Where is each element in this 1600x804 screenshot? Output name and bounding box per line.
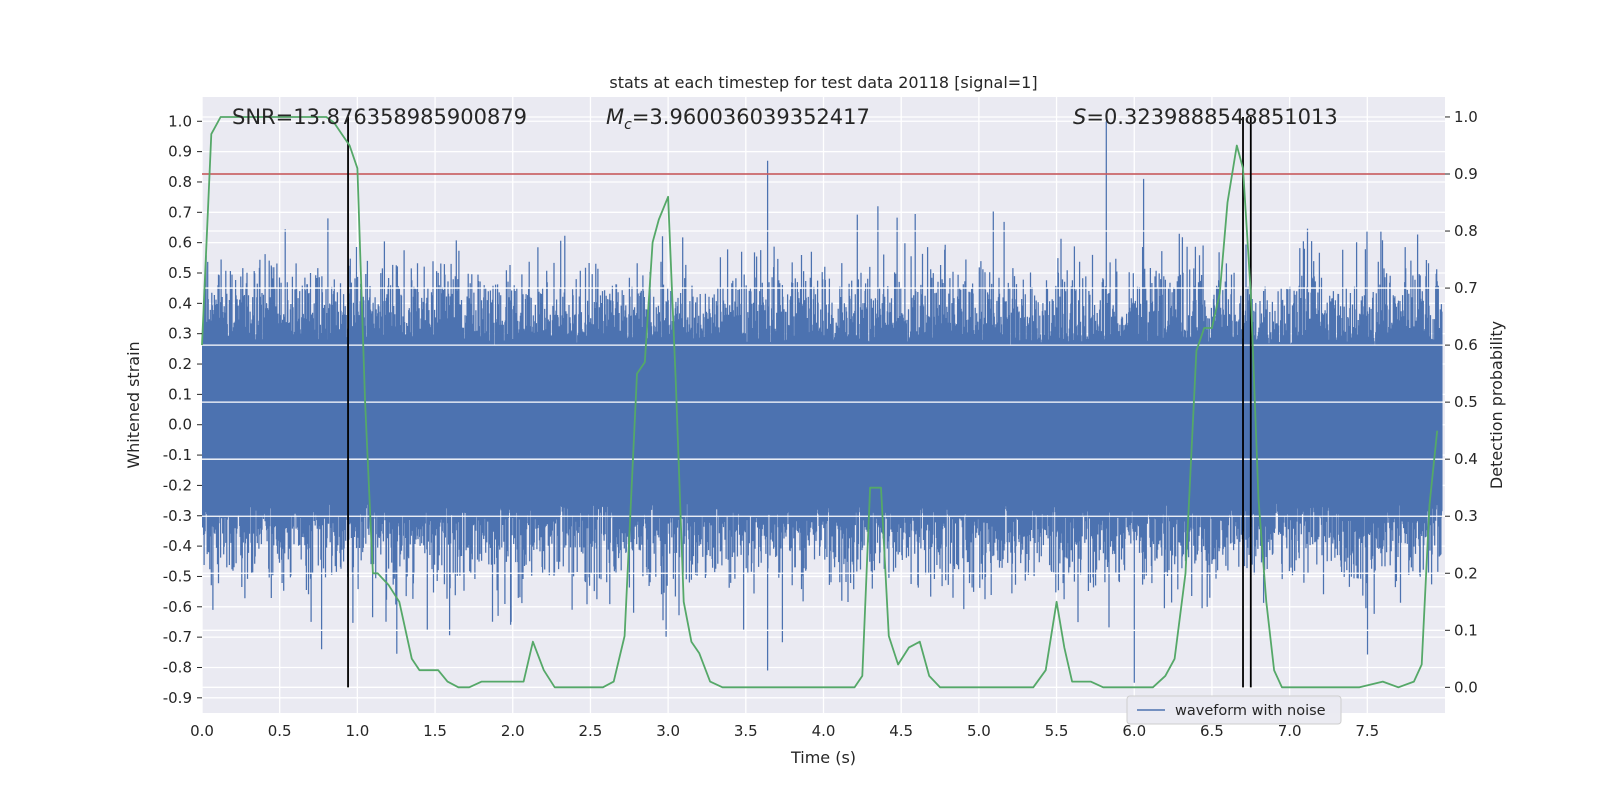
legend-box — [1126, 695, 1342, 725]
y-left-tick-label: -0.5 — [163, 567, 192, 585]
chirp-mass-value: =3.960036039352417 — [632, 105, 870, 129]
waveform-series — [202, 121, 1443, 683]
x-tick-label: 2.0 — [501, 722, 525, 740]
y-left-tick-label: 0.8 — [168, 173, 192, 191]
y-left-tick-label: 0.3 — [168, 325, 192, 343]
y-left-tick-label: -0.1 — [163, 446, 192, 464]
x-tick-label: 4.5 — [889, 722, 913, 740]
y-left-tick-label: -0.8 — [163, 658, 192, 676]
waveform-line — [202, 121, 1443, 683]
x-axis-label: Time (s) — [790, 748, 856, 767]
y-right-tick-label: 0.5 — [1454, 393, 1478, 411]
y-left-tick-label: 0.2 — [168, 355, 192, 373]
x-tick-label: 7.5 — [1355, 722, 1379, 740]
x-tick-label: 1.5 — [423, 722, 447, 740]
x-tick-label: 1.0 — [345, 722, 369, 740]
x-tick-label: 5.0 — [967, 722, 991, 740]
chirp-mass-subscript: c — [624, 117, 632, 133]
y-left-tick-label: 0.6 — [168, 234, 192, 252]
y-left-tick-label: 0.5 — [168, 264, 192, 282]
y-right-tick-label: 0.7 — [1454, 279, 1478, 297]
detection-probability-line — [201, 116, 1439, 689]
y-left-tick-label: 1.0 — [168, 112, 192, 130]
y-left-tick-label: -0.7 — [163, 628, 192, 646]
y-right-tick-label: 0.9 — [1454, 165, 1478, 183]
chirp-mass-annotation: Mc=3.960036039352417 — [606, 105, 870, 133]
s-symbol: S — [1073, 105, 1086, 129]
y-left-tick-label: 0.1 — [168, 385, 192, 403]
y-left-tick-label: -0.9 — [163, 689, 192, 707]
y-left-tick-label: -0.4 — [163, 537, 192, 555]
x-tick-label: 6.5 — [1200, 722, 1224, 740]
y-left-tick-label: 0.4 — [168, 294, 192, 312]
y-left-tick-label: -0.6 — [163, 598, 192, 616]
y-right-axis-label: Detection probability — [1487, 321, 1506, 489]
y-right-tick-label: 0.4 — [1454, 450, 1478, 468]
x-tick-label: 6.0 — [1122, 722, 1146, 740]
y-right-tick-label: 1.0 — [1454, 108, 1478, 126]
legend: waveform with noise — [1126, 695, 1342, 725]
legend-label: waveform with noise — [1175, 703, 1326, 719]
y-right-tick-label: 0.8 — [1454, 222, 1478, 240]
y-right-tick-label: 0.1 — [1454, 621, 1478, 639]
y-left-axis-label: Whitened strain — [124, 341, 143, 468]
s-annotation: S=0.3239888548851013 — [1073, 105, 1338, 129]
snr-annotation: SNR=13.876358985900879 — [232, 105, 527, 129]
y-left-tick-label: 0.9 — [168, 143, 192, 161]
s-value: =0.3239888548851013 — [1086, 105, 1337, 129]
y-right-tick-label: 0.6 — [1454, 336, 1478, 354]
y-right-tick-label: 0.3 — [1454, 507, 1478, 525]
y-left-tick-label: -0.2 — [163, 476, 192, 494]
y-left-tick-label: 0.0 — [168, 416, 192, 434]
x-tick-label: 0.5 — [268, 722, 292, 740]
x-tick-label: 7.0 — [1278, 722, 1302, 740]
x-tick-label: 5.5 — [1045, 722, 1069, 740]
x-tick-label: 0.0 — [190, 722, 214, 740]
y-right-tick-label: 0.2 — [1454, 564, 1478, 582]
y-right-tick-label: 0.0 — [1454, 678, 1478, 696]
x-tick-label: 2.5 — [579, 722, 603, 740]
x-tick-label: 3.0 — [656, 722, 680, 740]
x-tick-label: 3.5 — [734, 722, 758, 740]
chart-title: stats at each timestep for test data 201… — [609, 73, 1037, 92]
chirp-mass-symbol: M — [606, 105, 624, 129]
x-tick-label: 4.0 — [812, 722, 836, 740]
y-left-tick-label: -0.3 — [163, 507, 192, 525]
y-left-tick-label: 0.7 — [168, 203, 192, 221]
